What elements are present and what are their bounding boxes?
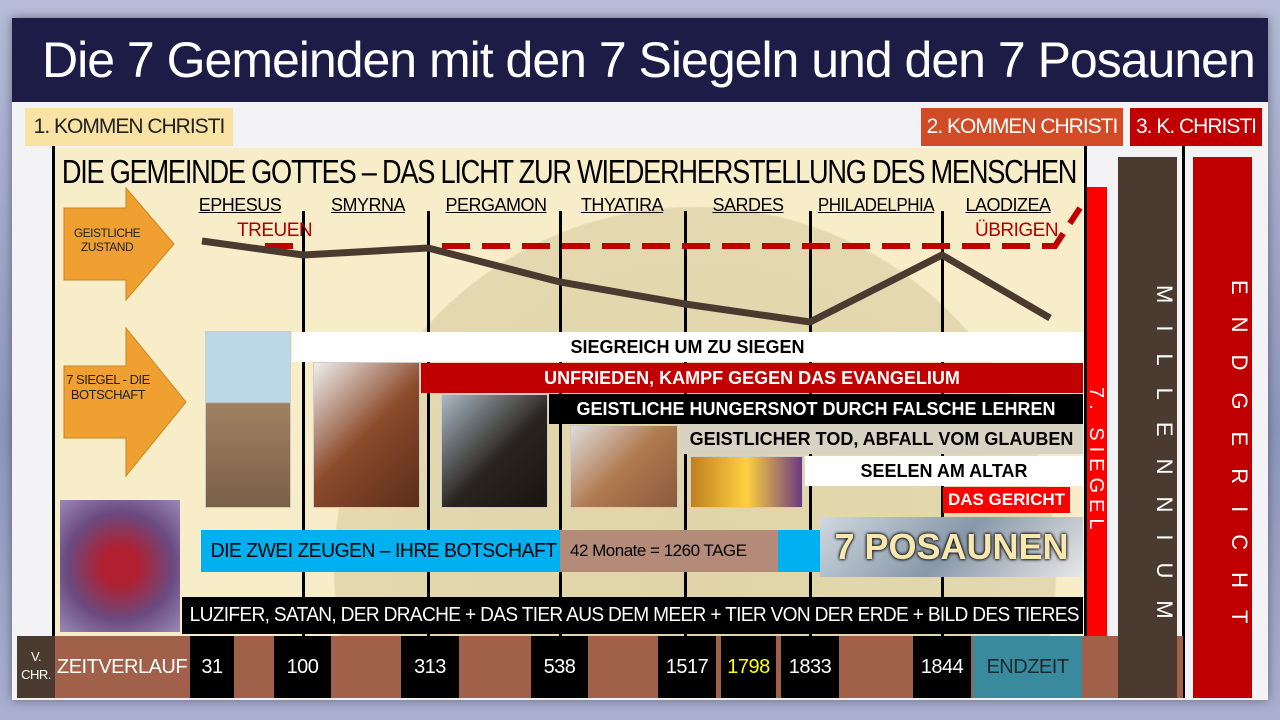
church-philadelphia: PHILADELPHIA (817, 195, 935, 215)
dragon-image (60, 500, 180, 632)
state-arrow-label: GEISTLICHE ZUSTAND (73, 226, 141, 254)
church-smyrna: SMYRNA (330, 195, 406, 215)
end-time: ENDZEIT (973, 636, 1082, 698)
black-horse-image (441, 394, 548, 508)
remnant-dashed-line (265, 206, 1083, 249)
pale-horse-image (570, 425, 678, 508)
year-100: 100 (274, 636, 331, 698)
main-title: DIE GEMEINDE GOTTES – DAS LICHT ZUR WIED… (61, 153, 1078, 190)
remnant-label: ÜBRIGEN (975, 220, 1059, 241)
seal-6: DAS GERICHT (943, 487, 1070, 513)
state-line (201, 237, 1052, 326)
red-horse-image (313, 362, 420, 508)
third-coming-tag: 3. K. CHRISTI (1130, 108, 1262, 146)
year-1833: 1833 (781, 636, 839, 698)
seal-2: UNFRIEDEN, KAMPF GEGEN DAS EVANGELIUM (421, 363, 1083, 393)
state-arrow-icon (63, 186, 175, 302)
third-coming-line (1182, 146, 1185, 698)
seal-5: SEELEN AM ALTAR (805, 456, 1083, 486)
months-bar: 42 Monate = 1260 TAGE (560, 530, 778, 572)
seal-1: SIEGREICH UM ZU SIEGEN (292, 332, 1083, 362)
seals-arrow-label: 7 SIEGEL - DIE BOTSCHAFT (66, 372, 150, 402)
church-divider (302, 211, 305, 636)
faithful-label: TREUEN (237, 220, 313, 241)
year-1844: 1844 (913, 636, 971, 698)
first-coming-line (52, 146, 55, 636)
church-pergamon: PERGAMON (445, 195, 547, 215)
first-coming-tag: 1. KOMMEN CHRISTI (25, 108, 233, 146)
seven-trumpets-image: 7 POSAUNEN (820, 517, 1083, 577)
bc-label: V. CHR. (17, 636, 55, 698)
church-laodizea: LAODIZEA (965, 195, 1051, 215)
white-horse-image (205, 331, 291, 508)
seventh-seal-column: 7. SIEGEL (1085, 187, 1107, 636)
second-coming-tag: 2. KOMMEN CHRISTI (921, 108, 1123, 146)
church-divider (427, 211, 430, 636)
year-31: 31 (190, 636, 234, 698)
second-coming-line (1084, 146, 1087, 636)
church-thyatira: THYATIRA (580, 195, 664, 215)
slide-title: Die 7 Gemeinden mit den 7 Siegeln und de… (12, 18, 1268, 102)
year-538: 538 (531, 636, 588, 698)
millennium-column: MILLENNIUM (1118, 157, 1177, 698)
seals-arrow-icon (63, 326, 187, 478)
trumpet-connector (778, 530, 823, 572)
church-ephesus: EPHESUS (198, 195, 282, 215)
two-witnesses-bar: DIE ZWEI ZEUGEN – IHRE BOTSCHAFT (201, 530, 560, 572)
year-1517: 1517 (658, 636, 716, 698)
year-1798: 1798 (721, 636, 776, 698)
timeline-label: ZEITVERLAUF (57, 656, 188, 678)
seal-3: GEISTLICHE HUNGERSNOT DURCH FALSCHE LEHR… (549, 394, 1083, 424)
church-sardes: SARDES (712, 195, 784, 215)
judgment-column: ENDGERICHT (1193, 157, 1252, 698)
seal-4: GEISTLICHER TOD, ABFALL VOM GLAUBEN (680, 424, 1083, 454)
dragon-bar: LUZIFER, SATAN, DER DRACHE + DAS TIER AU… (182, 597, 1083, 634)
year-313: 313 (401, 636, 459, 698)
altar-image (690, 456, 803, 508)
